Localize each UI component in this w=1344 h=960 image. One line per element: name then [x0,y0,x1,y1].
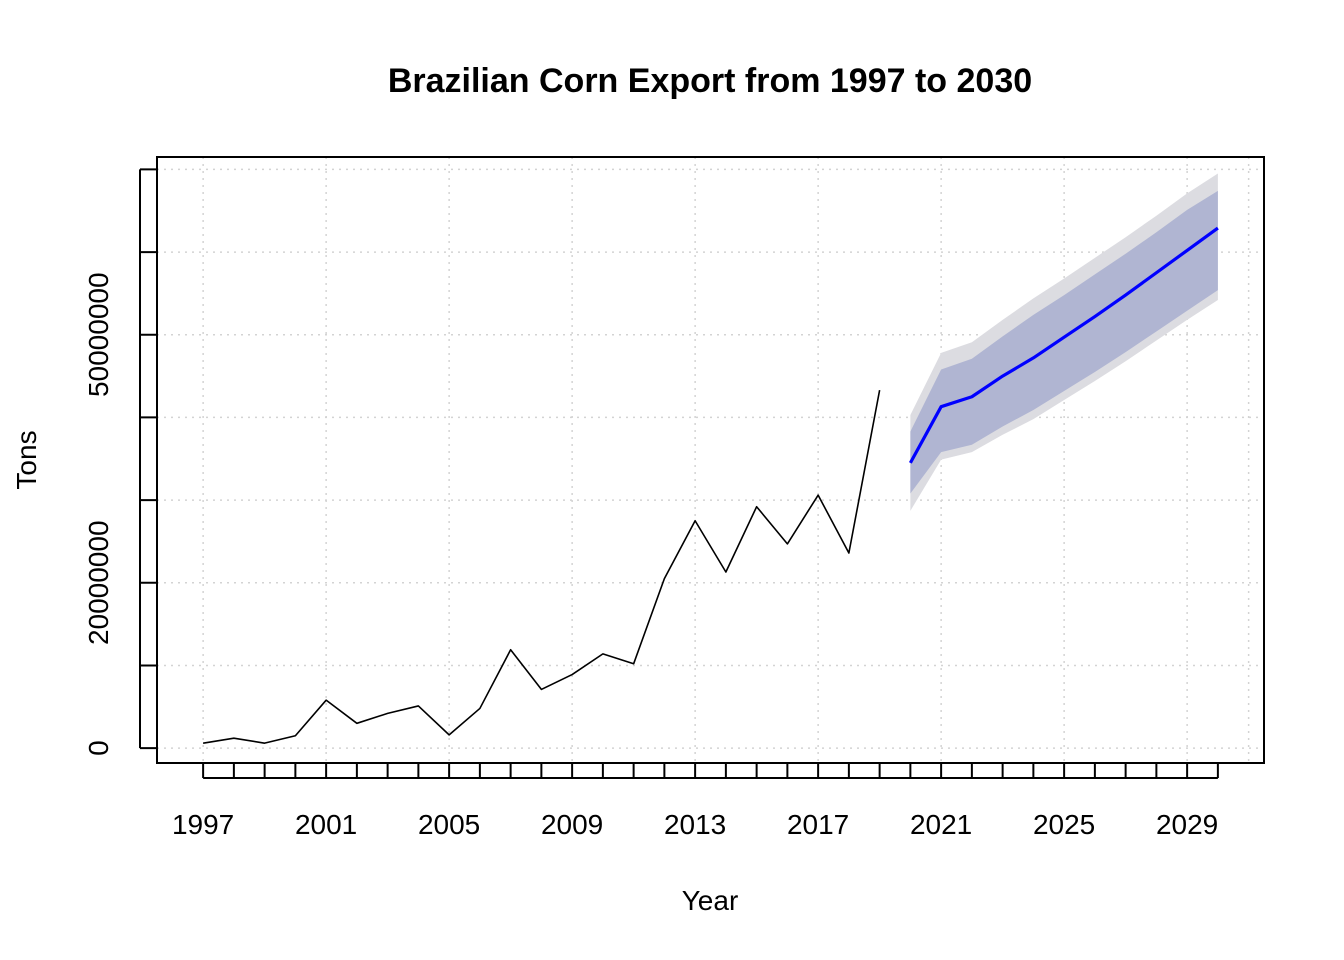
plot-frame [156,156,1265,764]
x-axis-label: Year [682,885,739,916]
x-tick-label: 2017 [787,809,849,840]
series-line-observed [202,389,881,744]
y-tick-label: 20000000 [83,520,114,645]
grid [157,157,1264,763]
x-tick-label: 2025 [1033,809,1095,840]
interval-band-80 [910,190,1218,494]
y-axis: 0 20000000 50000000 [83,168,157,756]
x-tick-label: 1997 [172,809,234,840]
x-tick-label: 2013 [664,809,726,840]
y-tick-label: 50000000 [83,272,114,397]
chart-title: Brazilian Corn Export from 1997 to 2030 [388,62,1032,100]
x-tick-label: 2021 [910,809,972,840]
x-tick-label: 2005 [418,809,480,840]
y-tick-label: 0 [83,740,114,756]
y-axis-label: Tons [11,430,42,489]
x-tick-label: 2029 [1156,809,1218,840]
x-tick-label: 2001 [295,809,357,840]
x-tick-label: 2009 [541,809,603,840]
series-lines [202,226,1219,744]
series-line-forecast [908,226,1219,464]
x-axis: 1997 2001 2005 2009 2013 2017 2021 2025 2029 [172,763,1219,840]
forecast-intervals [910,173,1218,511]
